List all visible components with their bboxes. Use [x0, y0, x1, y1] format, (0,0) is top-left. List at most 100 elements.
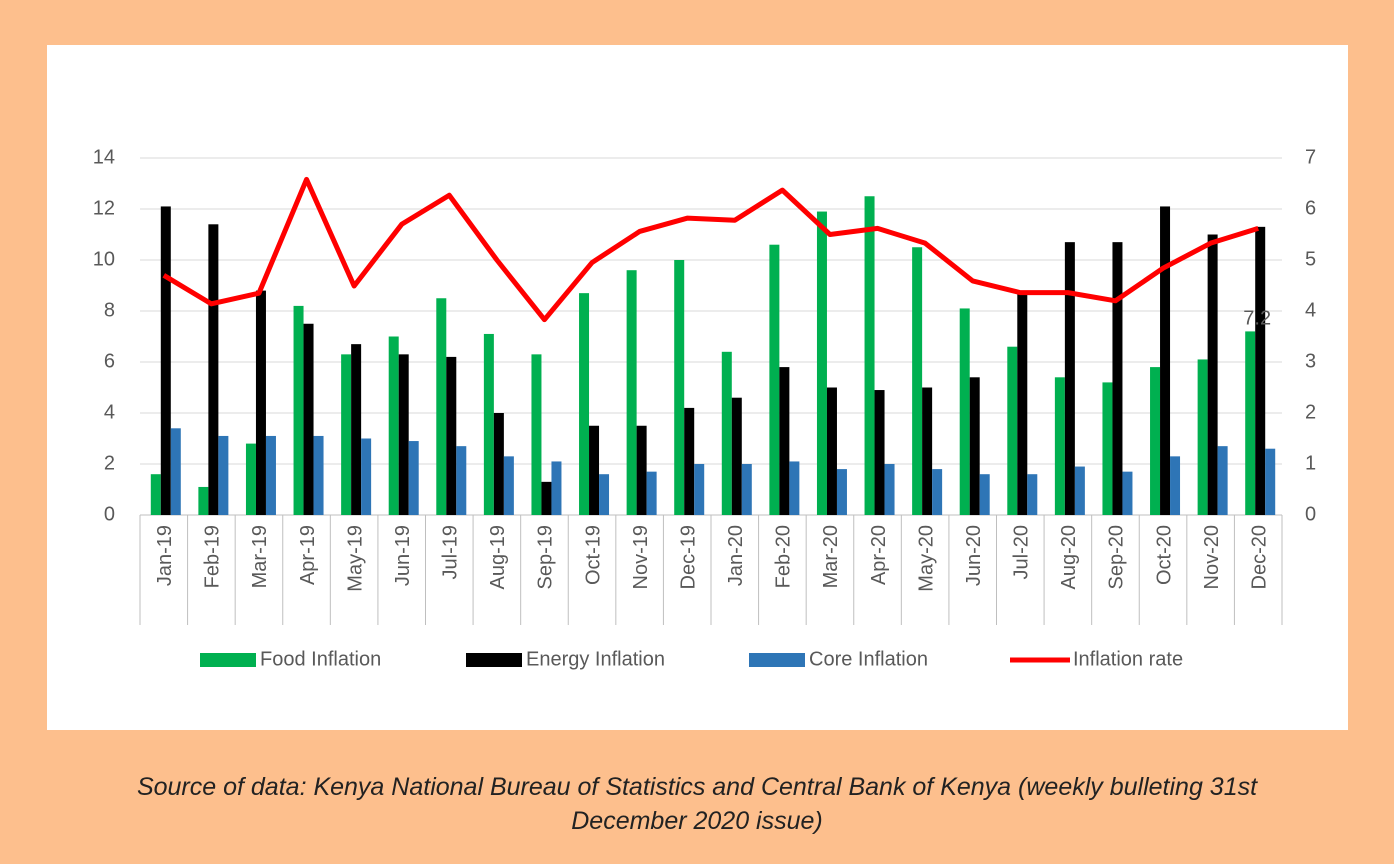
x-tick-label: Jan-20	[725, 525, 747, 586]
bar	[150, 474, 161, 515]
x-tick-label: Sep-19	[535, 525, 557, 590]
x-tick-label: Oct-20	[1153, 525, 1175, 585]
bar	[341, 354, 352, 515]
legend-swatch	[749, 653, 805, 667]
y2-tick-label: 6	[1305, 197, 1316, 219]
bar	[1122, 471, 1133, 515]
bar	[884, 464, 895, 515]
bar	[589, 425, 600, 515]
bar	[741, 464, 752, 515]
data-label: 7.2	[1243, 308, 1271, 330]
x-tick-label: Mar-20	[820, 525, 842, 588]
x-tick-label: Jun-19	[392, 525, 414, 586]
bar	[170, 428, 181, 515]
bar	[388, 336, 399, 515]
x-tick-label: Feb-20	[773, 525, 795, 588]
legend-label: Inflation rate	[1073, 648, 1183, 670]
bar	[255, 290, 266, 515]
bar	[674, 260, 685, 515]
x-tick-label: Jan-19	[154, 525, 176, 586]
x-tick-label: Aug-20	[1058, 525, 1080, 590]
bar	[1207, 234, 1218, 515]
y2-tick-label: 5	[1305, 248, 1316, 270]
x-tick-label: May-20	[915, 525, 937, 592]
x-tick-label: Nov-20	[1201, 525, 1223, 589]
bar	[599, 474, 610, 515]
bar	[836, 469, 847, 515]
bar	[1265, 448, 1276, 515]
source-note: Source of data: Kenya National Bureau of…	[136, 773, 1258, 835]
bar	[769, 244, 780, 515]
bar	[1054, 377, 1065, 515]
bar	[361, 438, 372, 515]
bar	[789, 461, 800, 515]
x-tick-label: Apr-19	[297, 525, 319, 585]
x-tick-label: Nov-19	[630, 525, 652, 589]
x-tick-label: Jul-20	[1011, 525, 1033, 579]
bar	[636, 425, 647, 515]
y2-tick-label: 1	[1305, 452, 1316, 474]
bar	[351, 344, 362, 515]
bar	[218, 435, 229, 515]
x-tick-label: Apr-20	[868, 525, 890, 585]
x-tick-label: Dec-20	[1248, 525, 1270, 589]
y2-tick-label: 4	[1305, 299, 1316, 321]
bar	[1150, 367, 1161, 515]
x-tick-label: Aug-19	[487, 525, 509, 590]
bar	[1074, 466, 1085, 515]
bar	[541, 481, 552, 515]
y-tick-label: 12	[93, 197, 115, 219]
bar	[922, 387, 933, 515]
y-tick-label: 14	[93, 146, 115, 168]
bar	[483, 333, 494, 515]
x-tick-label: Oct-19	[582, 525, 604, 585]
bar	[398, 354, 409, 515]
bar	[446, 356, 457, 515]
y-tick-label: 2	[104, 452, 115, 474]
bar	[684, 407, 695, 515]
x-tick-label: Jul-19	[440, 525, 462, 579]
x-tick-label: Jun-20	[963, 525, 985, 586]
x-tick-label: May-19	[344, 525, 366, 592]
bar	[816, 211, 827, 516]
bar	[579, 293, 590, 515]
bar	[198, 486, 209, 515]
bar	[493, 413, 504, 515]
bar	[293, 305, 304, 515]
bar	[646, 471, 657, 515]
bar	[245, 443, 256, 515]
line	[162, 176, 1259, 323]
y2-tick-label: 7	[1305, 146, 1316, 168]
bar	[826, 387, 837, 515]
bar	[864, 196, 875, 515]
bar	[1160, 206, 1171, 515]
legend-swatch	[200, 653, 256, 667]
bar	[959, 308, 970, 515]
bar	[932, 469, 943, 515]
legend-label: Energy Inflation	[526, 648, 665, 670]
bar	[1007, 346, 1018, 515]
bar	[694, 464, 705, 515]
bar	[265, 435, 276, 515]
bar	[1245, 331, 1256, 515]
bar	[408, 441, 419, 515]
y-tick-label: 6	[104, 350, 115, 372]
y2-tick-label: 3	[1305, 350, 1316, 372]
bar	[1170, 456, 1181, 515]
bar	[979, 474, 990, 515]
bar	[1064, 242, 1075, 515]
bar	[874, 390, 885, 515]
bar	[1255, 226, 1266, 515]
y-tick-label: 10	[93, 248, 115, 270]
bar	[436, 298, 447, 515]
bar	[1102, 382, 1113, 515]
legend-label: Core Inflation	[809, 648, 928, 670]
bar	[779, 367, 790, 515]
bar	[1217, 446, 1228, 515]
bar	[313, 435, 324, 515]
bar	[456, 446, 467, 515]
bar	[208, 224, 219, 516]
x-tick-label: Feb-19	[202, 525, 224, 588]
bar	[912, 247, 923, 515]
